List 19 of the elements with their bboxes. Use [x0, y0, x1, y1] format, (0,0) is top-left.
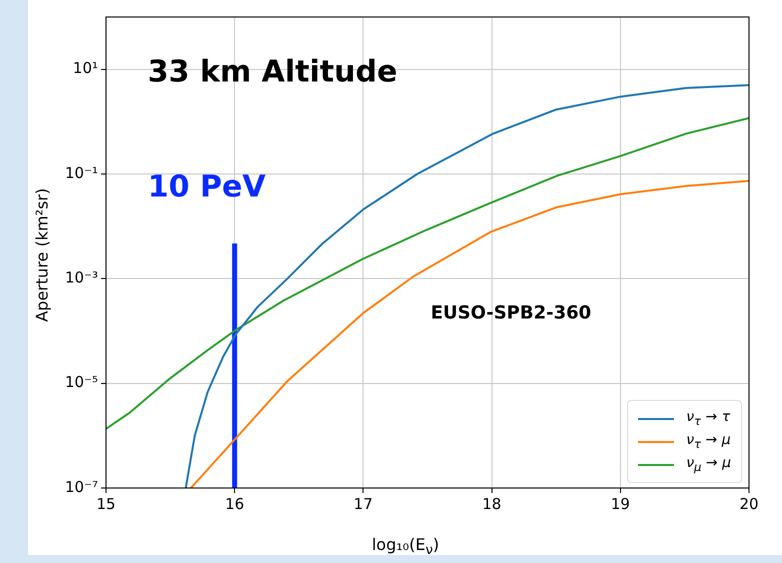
x-tick-label: 19	[610, 494, 630, 513]
x-axis-title: log₁₀(E$_{ν}$)	[370, 535, 440, 558]
x-tick-label: 16	[225, 494, 244, 513]
y-tick-label: 10⁻³	[64, 268, 98, 287]
legend-label: ν$_{τ}$ → μ	[686, 432, 731, 451]
legend-label: ν$_{μ}$ → μ	[686, 455, 731, 474]
annotation: 33 km Altitude	[148, 54, 398, 90]
y-tick-label: 10⁻⁷	[64, 478, 98, 496]
annotation: 10 PeV	[148, 170, 266, 205]
legend-label: ν$_{τ}$ → τ	[686, 409, 730, 428]
x-tick-label: 17	[354, 494, 373, 513]
y-tick-label: 10¹	[72, 59, 98, 78]
x-tick-label: 20	[739, 494, 759, 513]
y-tick-label: 10⁻⁵	[64, 373, 98, 392]
y-axis-title: Aperture (km²sr)	[32, 188, 52, 322]
x-tick-label: 15	[96, 494, 116, 513]
y-tick-label: 10⁻¹	[64, 164, 98, 182]
annotation: EUSO-SPB2-360	[430, 302, 592, 324]
x-tick-label: 18	[482, 494, 502, 513]
